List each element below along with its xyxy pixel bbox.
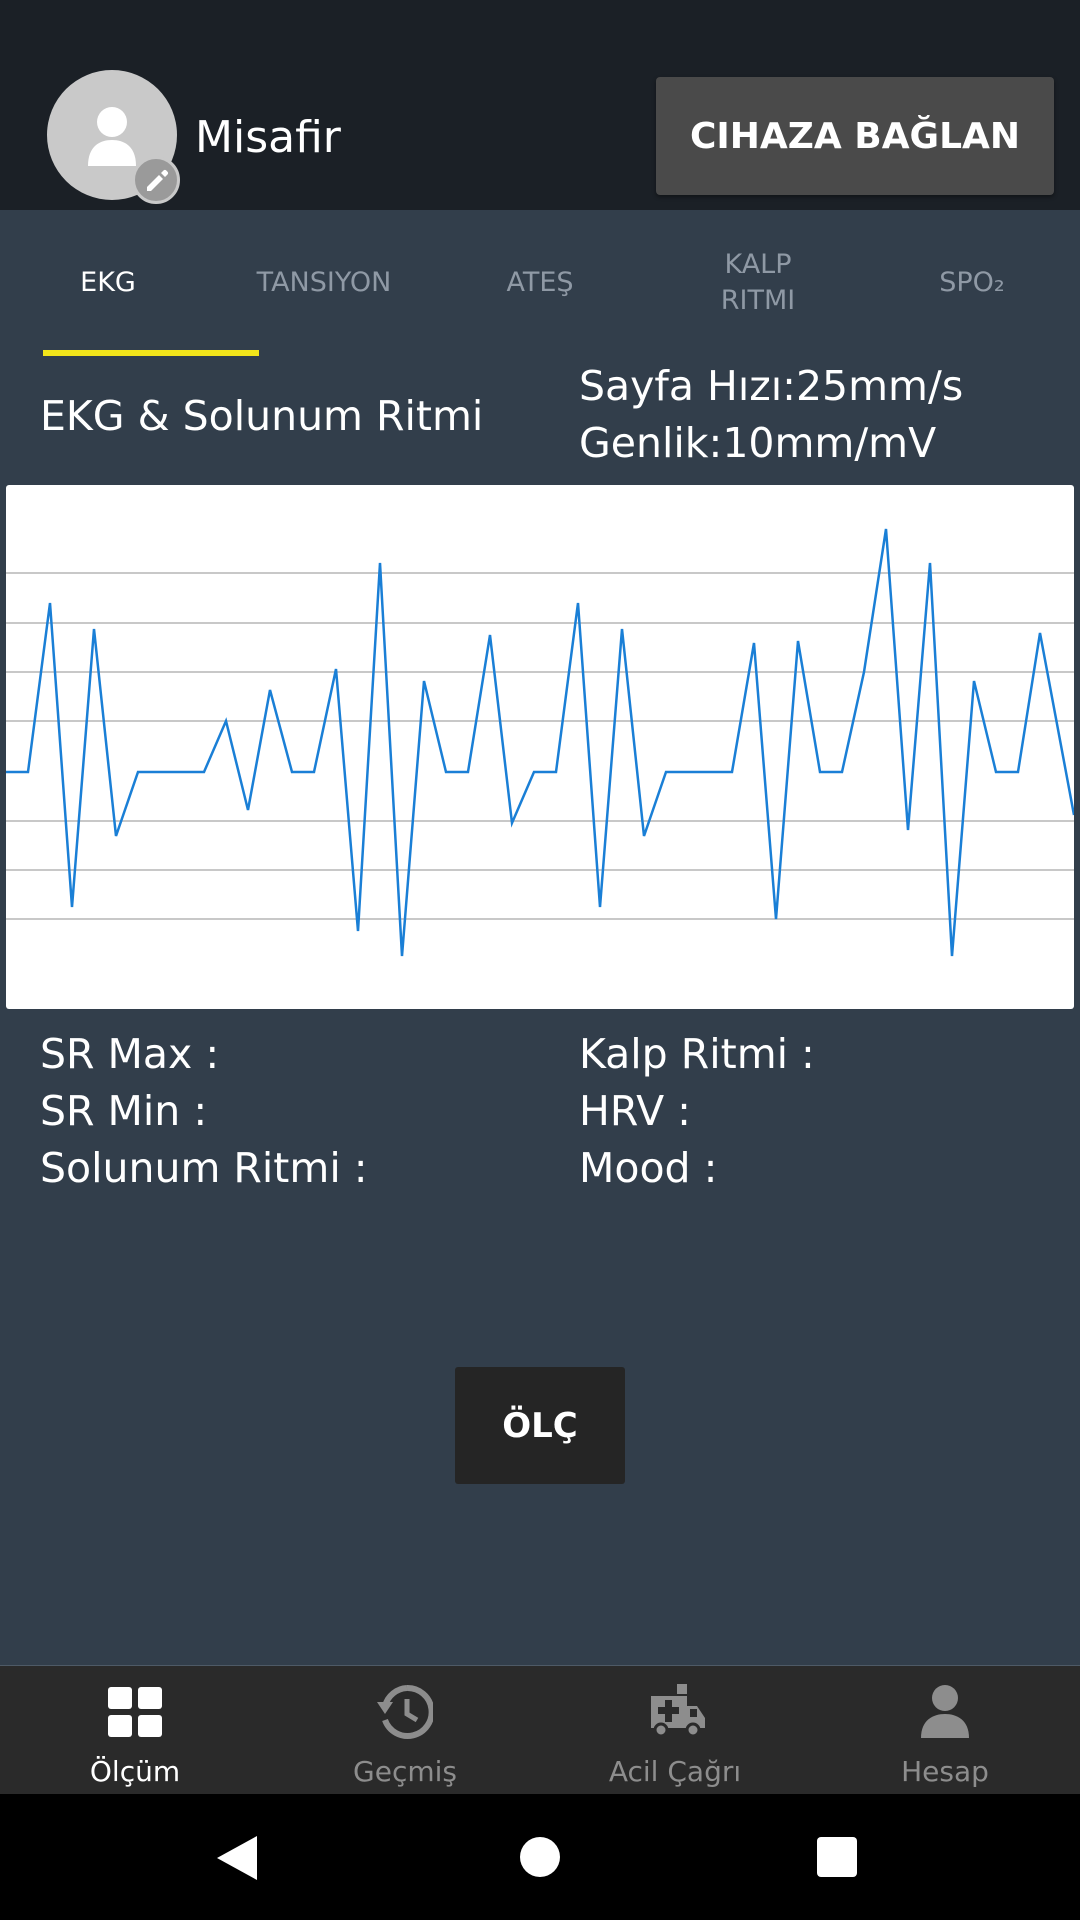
person-icon [88,107,136,166]
active-tab-indicator [43,350,259,356]
user-name: Misafir [195,112,341,163]
amplitude: Genlik:10mm/mV [579,419,937,467]
hrv-label: HRV : [579,1087,691,1135]
recents-icon[interactable] [816,1836,858,1878]
header-bar: Misafir CIHAZA BAĞLAN [0,0,1080,210]
heart-rate-label: Kalp Ritmi : [579,1030,815,1078]
edit-avatar-button[interactable] [132,156,180,204]
section-title: EKG & Solunum Ritmi [40,392,484,440]
nav-gecmis[interactable]: Geçmiş [270,1666,540,1794]
tab-kalp-ritmi[interactable]: KALP RITMI [720,249,796,316]
tab-ekg[interactable]: EKG [80,267,136,298]
mood-label: Mood : [579,1144,718,1192]
tab-spo2[interactable]: SPO₂ [939,267,1005,298]
avatar[interactable] [47,70,177,200]
sr-min-label: SR Min : [40,1087,208,1135]
ecg-chart [6,485,1074,1009]
connect-device-button[interactable]: CIHAZA BAĞLAN [656,77,1054,195]
respiration-rate-label: Solunum Ritmi : [40,1144,368,1192]
ecg-chart-svg [6,528,1074,957]
measurement-tabs: EKG TANSIYON ATEŞ KALP RITMI SPO₂ [0,210,1080,356]
pencil-icon [147,169,169,191]
dashboard-icon [108,1687,162,1737]
nav-label-gecmis: Geçmiş [353,1755,457,1788]
history-icon [377,1684,433,1739]
person-icon [921,1685,969,1738]
nav-acil-cagri[interactable]: Acil Çağrı [540,1666,810,1794]
home-icon[interactable] [519,1836,561,1878]
nav-label-acil-cagri: Acil Çağrı [608,1755,742,1788]
ambulance-icon [651,1684,705,1738]
ecg-trace [6,528,1074,957]
measure-button[interactable]: ÖLÇ [455,1367,625,1484]
ecg-grid [6,572,1074,920]
sr-max-label: SR Max : [40,1030,220,1078]
bottom-navigation: Ölçüm Geçmiş Acil Çağrı [0,1665,1080,1794]
tab-ates[interactable]: ATEŞ [506,267,574,298]
back-icon[interactable] [215,1836,259,1880]
nav-label-hesap: Hesap [901,1755,989,1788]
nav-hesap[interactable]: Hesap [810,1666,1080,1794]
nav-olcum[interactable]: Ölçüm [0,1666,270,1794]
paper-speed: Sayfa Hızı:25mm/s [579,362,964,410]
tab-tansiyon[interactable]: TANSIYON [256,267,392,298]
nav-label-olcum: Ölçüm [89,1755,181,1788]
system-navigation-bar [0,1794,1080,1920]
